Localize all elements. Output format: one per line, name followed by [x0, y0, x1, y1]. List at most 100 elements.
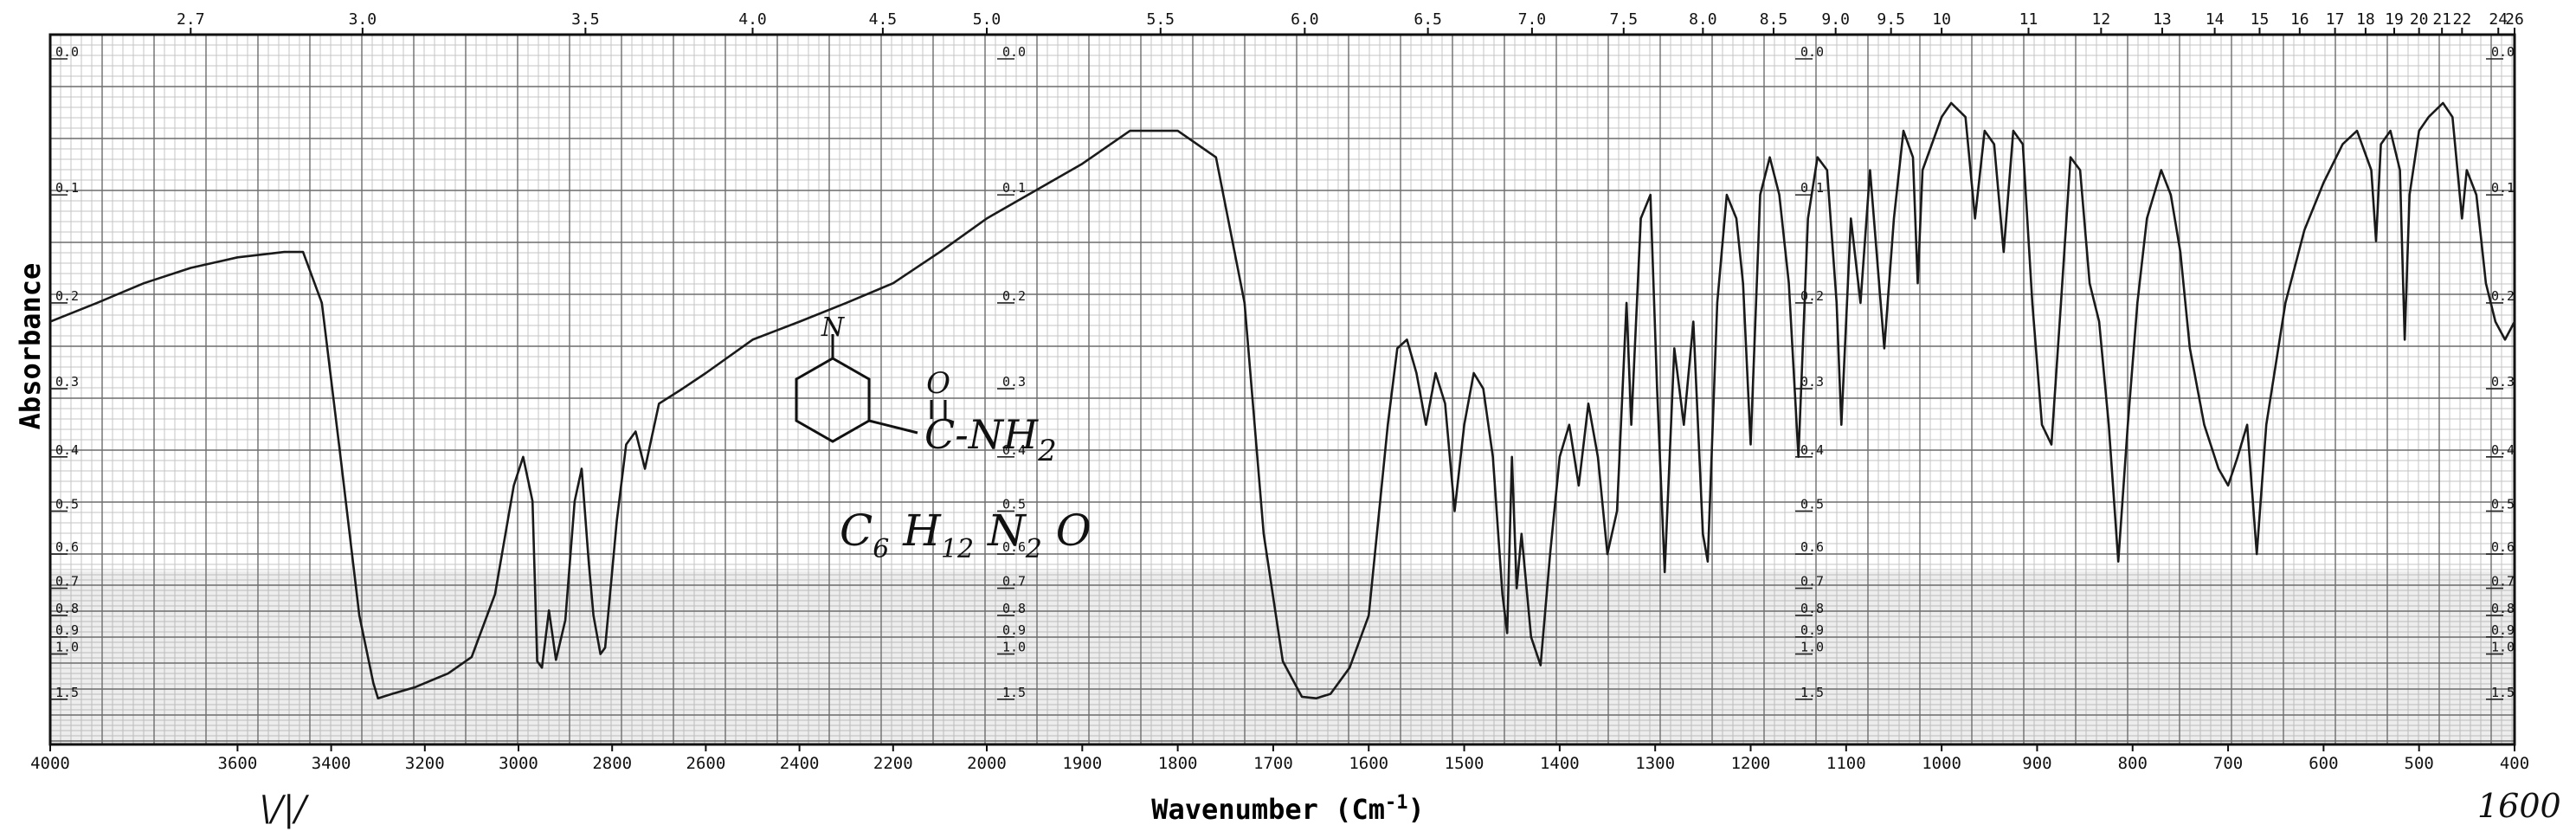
amide-group-label: C-NH2 — [924, 411, 1057, 468]
abs-scale-label: 0.2 — [2491, 288, 2515, 304]
bottom-tick-label: 1300 — [1635, 754, 1675, 773]
formula-element: N — [987, 506, 1027, 556]
abs-scale-label: 0.4 — [1800, 442, 1824, 458]
bottom-tick-label: 1800 — [1158, 754, 1198, 773]
y-axis-label: Absorbance — [14, 263, 47, 430]
formula-subscript: 2 — [1025, 534, 1042, 564]
abs-scale-label: 1.0 — [1800, 640, 1824, 655]
abs-scale-label: 0.3 — [1800, 374, 1824, 390]
bottom-tick-label: 700 — [2213, 754, 2243, 773]
bottom-tick-label: 1700 — [1253, 754, 1293, 773]
margin-note-right: 1600 — [2477, 787, 2561, 825]
absorbance-scales: 0.0 0.1 0.2 0.3 0.4 0.5 0.6 0.7 0.8 0.9 1.0 1.5 0.0 0… — [50, 44, 2515, 700]
abs-scale-label: 0.6 — [55, 539, 79, 555]
top-tick-label: 6.5 — [1414, 10, 1442, 29]
abs-scale-label: 0.9 — [55, 622, 79, 638]
bottom-tick-label: 800 — [2118, 754, 2148, 773]
abs-scale-label: 0.4 — [1002, 442, 1026, 458]
abs-scale-label: 0.7 — [2491, 574, 2515, 589]
bottom-tick-label: 500 — [2405, 754, 2434, 773]
abs-scale-label: 0.9 — [1800, 622, 1824, 638]
top-tick-label: 18 — [2356, 10, 2375, 29]
bottom-tick-label: 1900 — [1062, 754, 1102, 773]
top-tick-label: 21 — [2432, 10, 2451, 29]
bottom-tick-label: 1400 — [1540, 754, 1580, 773]
structure-drawing: N O C-NH2 — [795, 312, 1057, 468]
abs-scale-label: 0.7 — [1002, 574, 1026, 589]
top-tick-label: 16 — [2290, 10, 2309, 29]
bottom-tick-label: 3400 — [312, 754, 351, 773]
formula-element: C — [840, 506, 873, 556]
abs-scale-label: 0.9 — [1002, 622, 1026, 638]
top-tick-label: 10 — [1932, 10, 1951, 29]
top-tick-label: 2.7 — [177, 10, 205, 29]
abs-scale-label: 0.6 — [1800, 539, 1824, 555]
formula-element: H — [902, 506, 942, 556]
abs-scale-label: 0.8 — [1002, 601, 1026, 616]
abs-scale-label: 0.5 — [1002, 496, 1026, 512]
top-tick-label: 11 — [2019, 10, 2038, 29]
abs-scale-label: 0.4 — [2491, 442, 2515, 458]
bottom-tick-label: 3600 — [218, 754, 258, 773]
bottom-tick-label: 2400 — [780, 754, 820, 773]
bottom-tick-label: 1200 — [1731, 754, 1771, 773]
bottom-tick-label: 3200 — [405, 754, 445, 773]
top-tick-label: 8.0 — [1689, 10, 1717, 29]
bottom-tick-label: 900 — [2022, 754, 2051, 773]
abs-scale-label: 1.5 — [2491, 685, 2515, 700]
abs-scale-label: 1.0 — [2491, 640, 2515, 655]
top-tick-label: 19 — [2385, 10, 2404, 29]
top-tick-label: 15 — [2251, 10, 2270, 29]
abs-scale-label: 0.3 — [55, 374, 79, 390]
abs-scale-label: 1.5 — [1002, 685, 1026, 700]
top-tick-label: 26 — [2505, 10, 2524, 29]
top-tick-label: 13 — [2153, 10, 2172, 29]
abs-scale-label: 1.0 — [1002, 640, 1026, 655]
abs-scale-label: 0.0 — [55, 44, 79, 60]
spectrum-series-line — [49, 101, 2516, 699]
top-tick-label: 7.5 — [1610, 10, 1639, 29]
molecular-formula: C6 H12 N2 O — [840, 506, 1092, 564]
abs-scale-label: 0.1 — [1002, 180, 1026, 196]
abs-scale-label: 1.0 — [55, 640, 79, 655]
bottom-tick-label: 3000 — [499, 754, 538, 773]
abs-scale-label: 1.5 — [1800, 685, 1824, 700]
bottom-tick-label: 600 — [2309, 754, 2338, 773]
abs-scale-label: 0.1 — [55, 180, 79, 196]
top-tick-label: 4.5 — [869, 10, 898, 29]
abs-scale-label: 0.0 — [1800, 44, 1824, 60]
abs-scale-label: 0.0 — [1002, 44, 1026, 60]
abs-scale-label: 0.5 — [2491, 496, 2515, 512]
bottom-tick-label: 1100 — [1826, 754, 1866, 773]
bottom-tick-label: 2600 — [686, 754, 726, 773]
abs-scale-label: 0.3 — [1002, 374, 1026, 390]
abs-scale-label: 0.5 — [1800, 496, 1824, 512]
top-axis-wavelength: 2.7 3.0 3.5 4.0 4.5 5.0 5.5 6.0 6.5 7.0 7.5 8.0 8.5 9… — [177, 10, 2524, 35]
bottom-axis-wavenumber: 4000 3600 3400 3200 3000 2800 2600 2400 2200 2000… — [30, 744, 2529, 773]
carbonyl-oxygen-label: O — [926, 366, 950, 401]
abs-scale-label: 0.6 — [1002, 539, 1026, 555]
abs-scale-label: 0.0 — [2491, 44, 2515, 60]
abs-scale-label: 0.8 — [2491, 601, 2515, 616]
plot-frame — [48, 33, 2516, 746]
ring-nitrogen-label: N — [821, 312, 846, 343]
top-tick-label: 5.5 — [1147, 10, 1175, 29]
top-tick-label: 7.0 — [1518, 10, 1547, 29]
bottom-tick-label: 2200 — [873, 754, 913, 773]
bottom-tick-label: 1500 — [1445, 754, 1484, 773]
abs-scale-label: 0.4 — [55, 442, 79, 458]
abs-scale-label: 0.5 — [55, 496, 79, 512]
top-tick-label: 9.5 — [1877, 10, 1905, 29]
top-tick-label: 12 — [2092, 10, 2111, 29]
abs-scale-label: 0.8 — [1800, 601, 1824, 616]
bottom-tick-label: 2000 — [967, 754, 1007, 773]
bottom-tick-label: 4000 — [30, 754, 70, 773]
bottom-tick-label: 1600 — [1349, 754, 1388, 773]
x-axis-label: Wavenumber (Cm-1) — [1151, 792, 1424, 826]
top-tick-label: 6.0 — [1291, 10, 1319, 29]
minor-grid — [50, 35, 2515, 744]
abs-scale-label: 0.2 — [55, 288, 79, 304]
top-tick-label: 3.5 — [571, 10, 600, 29]
abs-scale-label: 0.2 — [1800, 288, 1824, 304]
